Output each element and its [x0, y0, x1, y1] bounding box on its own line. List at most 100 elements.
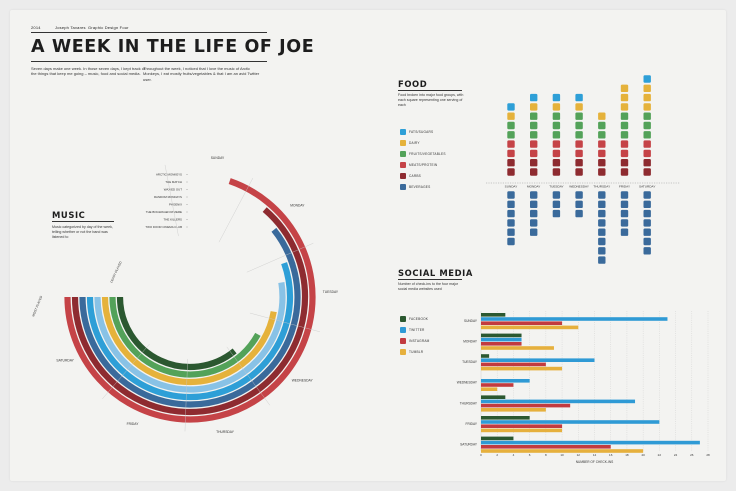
- food-day-label: SATURDAY: [639, 185, 655, 189]
- social-xtick: 18: [625, 453, 629, 457]
- food-square-carbs: [507, 168, 515, 176]
- social-xtick: 4: [513, 453, 515, 457]
- food-square-beverages: [620, 191, 629, 199]
- food-square-beverages: [598, 191, 606, 199]
- food-square-fruits: [575, 131, 583, 139]
- legend-label-twitter: TWITTER: [409, 328, 425, 332]
- legend-swatch-dairy: [400, 140, 406, 146]
- social-bar-instagram: [481, 362, 546, 367]
- music-day-divider: [164, 164, 179, 237]
- food-square-fruits: [620, 131, 629, 139]
- food-square-dairy: [575, 103, 583, 111]
- social-bar-twitter: [481, 358, 595, 362]
- music-day-label: TUESDAY: [323, 290, 339, 294]
- social-bar-facebook: [481, 436, 514, 441]
- social-xtick: 2: [496, 453, 498, 457]
- social-bar-facebook: [481, 395, 506, 399]
- food-square-beverages: [575, 209, 583, 218]
- social-bar-instagram: [481, 383, 514, 387]
- food-square-fruits: [575, 112, 583, 120]
- food-square-meats: [530, 140, 538, 148]
- music-rule: [52, 221, 114, 222]
- food-square-beverages: [643, 200, 651, 208]
- food-square-carbs: [530, 159, 538, 167]
- social-xtick: 10: [560, 453, 564, 457]
- social-day-label: SATURDAY: [460, 443, 478, 447]
- music-day-label: SATURDAY: [56, 358, 74, 362]
- food-square-meats: [598, 149, 606, 158]
- music-ring-the-match: [71, 207, 309, 416]
- music-day-label: FRIDAY: [127, 422, 140, 426]
- food-square-fruits: [620, 112, 629, 120]
- music-band-label: THE MATCH: [165, 180, 182, 184]
- music-band-label: PHOENIX: [169, 203, 182, 207]
- social-xtick: 12: [577, 453, 581, 457]
- food-square-beverages: [575, 191, 583, 199]
- music-band-label: THE BOGWAGEN RIVIERE: [146, 210, 182, 214]
- food-square-fruits: [598, 121, 606, 130]
- music-ring-arctic-monkeys: [64, 178, 316, 423]
- social-title: SOCIAL MEDIA: [398, 268, 473, 278]
- food-square-fats: [643, 75, 651, 83]
- food-square-meats: [552, 149, 561, 158]
- social-bar-facebook: [481, 354, 490, 358]
- music-radial-chart: TWO DOOR CINEMA CLUB THE KILLERS THE BOGWA…: [31, 156, 339, 434]
- food-square-meats: [620, 140, 629, 148]
- social-day-label: TUESDAY: [462, 360, 478, 364]
- food-square-carbs: [552, 159, 561, 167]
- food-day-label: THURSDAY: [593, 185, 610, 189]
- legend-swatch-fruits: [400, 151, 406, 157]
- food-square-carbs: [643, 168, 651, 176]
- music-band-label: WAX/ED OUT: [164, 188, 182, 192]
- music-description: Music categorized by day of the week, te…: [52, 225, 113, 239]
- food-square-carbs: [575, 168, 583, 176]
- social-bar-tumblr: [481, 449, 644, 453]
- music-day-label: MONDAY: [290, 203, 305, 207]
- social-bar-twitter: [481, 379, 530, 383]
- legend-swatch-facebook: [400, 316, 406, 322]
- music-ring-two-door-cinema-club: [116, 296, 237, 371]
- food-square-carbs: [530, 168, 538, 176]
- food-square-fruits: [620, 121, 629, 130]
- food-day-label: SUNDAY: [505, 185, 518, 189]
- food-square-beverages: [643, 237, 651, 246]
- music-ring-wax-ed-out: [79, 227, 301, 408]
- food-day-label: TUESDAY: [549, 185, 563, 189]
- food-square-dairy: [552, 103, 561, 111]
- food-square-meats: [575, 140, 583, 148]
- food-square-beverages: [643, 219, 651, 227]
- food-square-carbs: [620, 159, 629, 167]
- least-played-label: LEAST PLAYED: [109, 260, 123, 283]
- music-day-divider: [226, 346, 271, 406]
- food-square-beverages: [530, 191, 538, 199]
- music-day-label: SUNDAY: [211, 156, 225, 160]
- social-day-label: THURSDAY: [460, 401, 478, 405]
- music-day-label: WEDNESDAY: [292, 379, 314, 383]
- social-xtick: 28: [706, 453, 710, 457]
- food-square-fruits: [552, 121, 561, 130]
- food-square-meats: [530, 149, 538, 158]
- food-square-beverages: [598, 237, 606, 246]
- legend-label-instagram: INSTAGRAM: [409, 339, 430, 343]
- intro-left: Seven days make one week. In those seven…: [31, 66, 146, 77]
- music-band-label: RANDOM MONDAYS: [154, 195, 182, 199]
- food-square-fruits: [507, 121, 515, 130]
- food-square-fats: [507, 103, 515, 111]
- food-square-dairy: [598, 112, 606, 120]
- legend-label-carbs: CARBS: [409, 174, 421, 178]
- social-xtick: 6: [529, 453, 531, 457]
- food-square-fruits: [552, 112, 561, 120]
- music-band-label: ARCTIC MONKEYS: [156, 173, 182, 177]
- food-square-beverages: [643, 247, 651, 255]
- legend-swatch-tumblr: [400, 349, 406, 355]
- food-square-beverages: [507, 228, 515, 236]
- food-square-beverages: [507, 237, 515, 246]
- food-square-dairy: [530, 103, 538, 111]
- food-day-label: MONDAY: [527, 185, 540, 189]
- food-square-carbs: [598, 168, 606, 176]
- food-square-carbs: [620, 168, 629, 176]
- food-square-beverages: [530, 209, 538, 218]
- food-square-fats: [530, 93, 538, 102]
- food-square-beverages: [620, 200, 629, 208]
- legend-label-dairy: DAIRY: [409, 141, 420, 145]
